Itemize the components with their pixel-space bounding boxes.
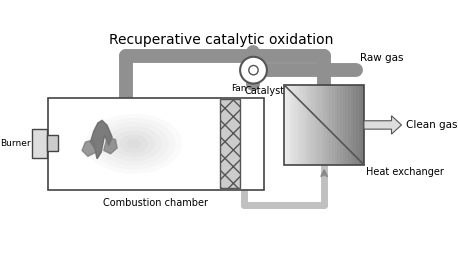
Circle shape (249, 65, 258, 75)
Bar (322, 85, 324, 165)
Bar (356, 85, 359, 165)
Bar (298, 85, 300, 165)
Text: Clean gas: Clean gas (406, 120, 457, 130)
Ellipse shape (107, 127, 161, 161)
Bar (361, 85, 364, 165)
Bar (292, 85, 295, 165)
Text: Raw gas: Raw gas (360, 53, 403, 64)
Bar (284, 85, 287, 165)
Bar (324, 85, 327, 165)
Bar (303, 85, 305, 165)
Text: Burner: Burner (0, 139, 31, 148)
Polygon shape (90, 120, 112, 159)
Bar (48, 98, 263, 190)
Ellipse shape (127, 140, 141, 148)
Bar (305, 85, 308, 165)
Bar (300, 85, 303, 165)
Bar (353, 85, 356, 165)
Bar (351, 85, 353, 165)
Ellipse shape (86, 114, 181, 173)
Bar (338, 85, 340, 165)
Ellipse shape (120, 135, 147, 152)
FancyArrowPatch shape (101, 131, 104, 156)
Bar (308, 85, 311, 165)
Text: Heat exchanger: Heat exchanger (366, 167, 444, 177)
Circle shape (240, 57, 267, 84)
Bar (311, 85, 314, 165)
Polygon shape (104, 137, 117, 154)
Polygon shape (364, 116, 402, 134)
Bar (284, 85, 364, 165)
Bar (287, 85, 290, 165)
Bar (359, 85, 361, 165)
Bar (220, 100, 240, 188)
Ellipse shape (100, 123, 168, 165)
Bar (348, 85, 351, 165)
Bar (47, 135, 58, 151)
Ellipse shape (114, 131, 154, 156)
Text: Catalyst: Catalyst (244, 86, 284, 96)
Bar (329, 85, 332, 165)
Text: Recuperative catalytic oxidation: Recuperative catalytic oxidation (109, 32, 333, 46)
Bar (340, 85, 343, 165)
Bar (290, 85, 292, 165)
Bar (335, 85, 338, 165)
Text: Fan: Fan (231, 84, 246, 94)
Bar (32, 129, 47, 158)
Bar (295, 85, 298, 165)
Bar (319, 85, 322, 165)
Bar (316, 85, 319, 165)
Bar (345, 85, 348, 165)
Ellipse shape (80, 110, 188, 177)
Text: Combustion chamber: Combustion chamber (103, 198, 208, 208)
Polygon shape (82, 140, 96, 156)
Ellipse shape (93, 119, 174, 169)
Bar (327, 85, 329, 165)
Bar (314, 85, 316, 165)
Bar (343, 85, 345, 165)
Bar (332, 85, 335, 165)
